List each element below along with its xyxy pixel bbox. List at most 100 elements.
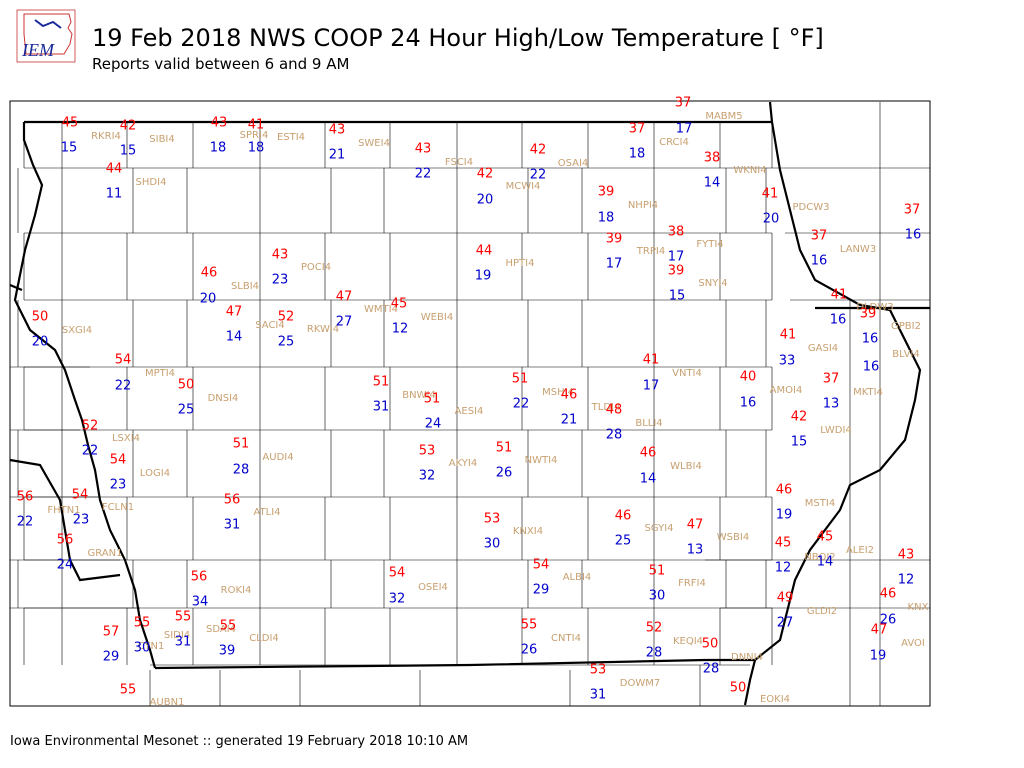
station-id: NBOI2: [804, 552, 835, 563]
station-id: SPRI4: [240, 130, 269, 141]
high-temperature: 43: [211, 116, 228, 131]
low-temperature: 30: [134, 641, 151, 656]
high-temperature: 39: [598, 185, 615, 200]
high-temperature: 42: [530, 143, 547, 158]
station-id: FHTN1: [47, 505, 80, 516]
low-temperature: 13: [687, 543, 704, 558]
low-temperature: 32: [389, 592, 406, 607]
low-temperature: 16: [811, 254, 828, 269]
high-temperature: 41: [248, 118, 265, 133]
station-id: SLBI4: [231, 281, 259, 292]
high-temperature: 54: [389, 566, 406, 581]
low-temperature: 17: [668, 250, 685, 265]
high-temperature: 41: [780, 328, 797, 343]
footer: Iowa Environmental Mesonet :: generated …: [10, 734, 468, 749]
map-frame: [9, 100, 931, 707]
logo-outline: [23, 13, 73, 55]
station-id: GPBI2: [891, 321, 921, 332]
station-id: TLDI4: [591, 402, 621, 413]
high-temperature: 50: [730, 681, 747, 696]
low-temperature: 12: [392, 322, 409, 337]
low-temperature: 21: [561, 413, 578, 428]
low-temperature: 28: [606, 428, 623, 443]
high-temperature: 51: [649, 564, 666, 579]
low-temperature: 12: [898, 573, 915, 588]
high-temperature: 38: [704, 151, 721, 166]
low-temperature: 17: [676, 122, 693, 137]
high-temperature: 41: [762, 187, 779, 202]
state-border: [13, 122, 157, 669]
station-id: PDCW3: [793, 202, 830, 213]
station-id: NWTI4: [525, 455, 558, 466]
low-temperature: 26: [521, 643, 538, 658]
station-id: SNYI4: [698, 278, 727, 289]
low-temperature: 28: [703, 662, 720, 677]
station-id: DNSI4: [208, 393, 239, 404]
high-temperature: 45: [391, 297, 408, 312]
low-temperature: 28: [233, 463, 250, 478]
high-temperature: 53: [419, 444, 436, 459]
high-temperature: 54: [115, 353, 132, 368]
low-temperature: 14: [704, 176, 721, 191]
high-temperature: 40: [740, 370, 757, 385]
low-temperature: 26: [880, 613, 897, 628]
high-temperature: 51: [496, 441, 513, 456]
station-id: MABM5: [705, 111, 742, 122]
low-temperature: 32: [419, 469, 436, 484]
low-temperature: 39: [219, 644, 236, 659]
station-id: SIBI4: [149, 134, 174, 145]
station-id: GRAN1: [88, 548, 123, 559]
high-temperature: 43: [329, 123, 346, 138]
high-temperature: 47: [226, 305, 243, 320]
low-temperature: 11: [106, 187, 123, 202]
high-temperature: 49: [777, 591, 794, 606]
station-id: FYTI4: [696, 239, 723, 250]
station-id: CRCI4: [659, 137, 689, 148]
high-temperature: 42: [477, 167, 494, 182]
station-id: MCWI4: [506, 181, 541, 192]
high-temperature: 53: [484, 512, 501, 527]
station-id: WMTI4: [364, 304, 398, 315]
station-id: AKYI4: [449, 458, 477, 469]
high-temperature: 41: [831, 288, 848, 303]
low-temperature: 19: [870, 649, 887, 664]
state-border: [743, 121, 922, 706]
low-temperature: 20: [32, 335, 49, 350]
high-temperature: 50: [702, 637, 719, 652]
high-temperature: 50: [32, 310, 49, 325]
low-temperature: 18: [248, 141, 265, 156]
station-id: LANW3: [840, 244, 876, 255]
station-id: CYN1: [138, 641, 165, 652]
station-id: ALEI2: [846, 545, 874, 556]
high-temperature: 55: [521, 618, 538, 633]
high-temperature: 46: [201, 266, 218, 281]
station-id: SXGI4: [62, 325, 92, 336]
high-temperature: 42: [791, 410, 808, 425]
low-temperature: 30: [484, 537, 501, 552]
station-id: FCLN1: [102, 502, 134, 513]
station-id: FSCI4: [445, 157, 473, 168]
station-id: ESTI4: [277, 132, 305, 143]
station-id: MKTI4: [853, 387, 883, 398]
low-temperature: 31: [175, 635, 192, 650]
high-temperature: 53: [590, 663, 607, 678]
low-temperature: 28: [646, 646, 663, 661]
high-temperature: 44: [476, 244, 493, 259]
state-border: [9, 283, 23, 292]
state-border: [9, 458, 121, 582]
station-id: KNXI4: [513, 526, 543, 537]
low-temperature: 22: [82, 444, 99, 459]
station-id: BLVI4: [892, 349, 920, 360]
logo-frame: [16, 9, 76, 63]
low-temperature: 22: [115, 379, 132, 394]
low-temperature: 14: [226, 330, 243, 345]
high-temperature: 46: [561, 388, 578, 403]
low-temperature: 14: [817, 555, 834, 570]
high-temperature: 57: [103, 625, 120, 640]
station-id: CLDI4: [249, 633, 279, 644]
station-id: DOWM7: [620, 678, 660, 689]
high-temperature: 56: [17, 490, 34, 505]
station-id: SGYI4: [644, 523, 673, 534]
low-temperature: 20: [477, 193, 494, 208]
low-temperature: 25: [278, 335, 295, 350]
